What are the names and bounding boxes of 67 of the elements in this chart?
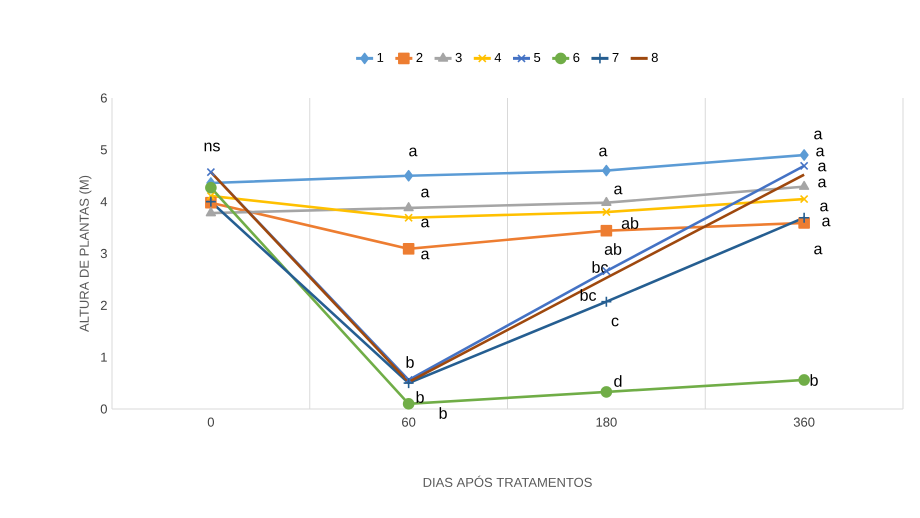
legend-label: 8 [652,52,658,62]
x-tick-label: 60 [402,418,416,427]
point [798,212,810,224]
annotation: a [818,178,826,188]
point [601,196,612,206]
legend-label: 5 [534,52,540,62]
legend-label: 2 [416,52,422,62]
annotation: c [612,318,619,326]
point [404,213,413,222]
point [798,374,810,386]
point [402,377,414,389]
annotation: a [814,246,822,254]
point [600,296,612,308]
point [206,192,216,200]
annotation: a [421,250,430,260]
y-tick-label: 5 [100,145,107,154]
annotation: b [406,356,414,368]
x-tick-label: 360 [794,418,814,427]
point [206,207,216,216]
point [602,208,611,216]
point [800,194,808,204]
annotation: a [814,130,822,140]
legend-label: 4 [494,52,502,62]
legend-label: 3 [456,52,462,62]
y-axis-title: ALTURA DE PLANTAS (M) [79,176,92,332]
y-tick-label: 2 [100,300,107,310]
annotation: a [614,186,622,194]
annotation: ab [622,217,638,229]
annotation: ns [204,142,220,152]
x-axis-title: DIAS APÓS TRATAMENTOS [424,476,592,487]
annotation: b [416,391,424,403]
legend-label: 7 [612,52,619,62]
annotation: a [822,218,830,226]
point [602,164,611,176]
annotation: ab [604,243,622,255]
point [799,180,810,190]
annotation: bc [580,289,596,301]
point [403,202,414,212]
point [205,182,217,194]
annotation: a [818,162,826,172]
y-tick-label: 1 [101,352,107,362]
point [800,149,809,161]
x-tick-label: 180 [596,418,617,427]
annotation: a [599,148,608,156]
annotation: a [421,188,430,198]
legend-label: 1 [378,52,384,62]
y-tick-label: 3 [100,248,107,258]
x-tick-label: 0 [208,418,214,427]
annotation: a [816,148,824,156]
annotation: b [810,374,818,386]
point [600,386,612,398]
annotation: a [820,202,828,212]
annotation: d [614,375,622,387]
point [600,224,612,236]
y-tick-label: 0 [100,404,107,414]
point [206,168,216,176]
point [404,376,413,384]
y-tick-label: 6 [100,93,107,103]
point [404,170,414,182]
annotation: b [440,407,447,419]
annotation: a [421,218,430,228]
annotation: a [409,148,418,156]
y-tick-label: 4 [100,197,108,206]
point [402,398,414,410]
point [800,162,808,170]
legend-label: 6 [573,52,580,62]
point [402,243,414,255]
